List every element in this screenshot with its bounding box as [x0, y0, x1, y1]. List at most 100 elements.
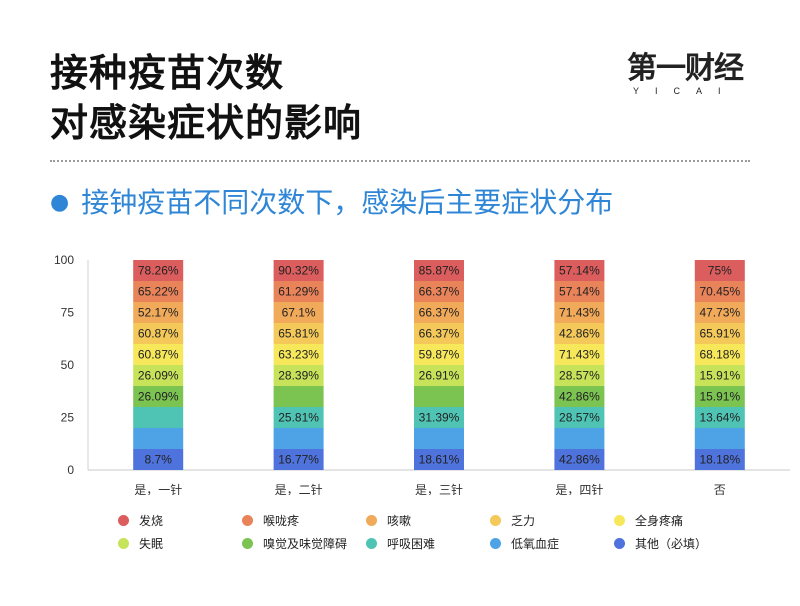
data-label: 59.87% — [419, 348, 460, 362]
bar-segment — [273, 323, 324, 344]
bar-segment — [694, 260, 745, 281]
legend-label: 失眠 — [139, 536, 164, 551]
data-label: 26.91% — [419, 369, 460, 383]
bar-segment — [694, 386, 745, 407]
legend-item: 咳嗽 — [366, 512, 490, 528]
bar-segment — [554, 260, 605, 281]
bar-segment — [414, 323, 464, 344]
title-line-2: 对感染症状的影响 — [50, 101, 363, 145]
bar-segment — [273, 344, 324, 365]
legend-label: 呼吸困难 — [387, 536, 436, 551]
bar-segment — [133, 428, 184, 449]
data-label: 42.86% — [559, 453, 600, 467]
data-label: 66.37% — [419, 306, 460, 320]
data-label: 16.77% — [278, 453, 319, 467]
bar-segment — [273, 449, 324, 470]
data-label: 47.73% — [699, 306, 740, 320]
data-label: 15.91% — [699, 369, 740, 383]
bullet-icon: ● — [50, 190, 70, 215]
bar-segment — [133, 407, 184, 428]
bar-segment — [554, 449, 605, 470]
bar-segment — [694, 365, 745, 386]
y-tick-label: 75 — [61, 306, 75, 320]
bar-segment — [554, 407, 605, 428]
bar-segment — [694, 344, 745, 365]
legend-item: 呼吸困难 — [366, 535, 490, 551]
title-line-1: 接种疫苗次数 — [50, 51, 285, 95]
legend-label: 喉咙疼 — [263, 513, 300, 528]
data-label: 52.17% — [138, 306, 179, 320]
data-label: 18.18% — [699, 453, 740, 467]
y-tick-label: 50 — [61, 358, 75, 372]
bar-segment — [554, 386, 605, 407]
legend-swatch — [366, 514, 377, 526]
legend-swatch — [614, 514, 625, 526]
data-label: 18.61% — [419, 453, 460, 467]
bar-segment — [694, 323, 745, 344]
data-label: 70.45% — [699, 285, 740, 299]
bar-segment — [694, 428, 745, 449]
legend-item: 其他（必填） — [614, 535, 738, 551]
data-label: 66.37% — [419, 327, 460, 341]
bar-segment — [554, 302, 605, 323]
data-label: 26.09% — [138, 390, 179, 404]
legend-label: 乏力 — [511, 513, 536, 528]
bar-segment — [273, 386, 324, 407]
bar-segment — [694, 407, 745, 428]
data-label: 26.09% — [138, 369, 179, 383]
data-label: 61.29% — [278, 285, 319, 299]
data-label: 57.14% — [559, 285, 600, 299]
data-label: 67.1% — [282, 306, 316, 320]
data-label: 15.91% — [699, 390, 740, 404]
bar-segment — [133, 386, 184, 407]
bar-segment — [133, 281, 184, 302]
bar-segment — [694, 302, 745, 323]
legend-item: 嗅觉及味觉障碍 — [242, 535, 366, 551]
bar-segment — [694, 449, 745, 470]
data-label: 68.18% — [699, 348, 740, 362]
data-label: 71.43% — [559, 348, 600, 362]
legend-swatch — [490, 537, 501, 549]
dotted-divider — [50, 160, 750, 162]
legend-item: 喉咙疼 — [242, 512, 366, 528]
legend-item: 全身疼痛 — [614, 512, 738, 528]
x-tick-label: 是，四针 — [555, 482, 603, 495]
page-title: 接种疫苗次数 对感染症状的影响 — [50, 48, 362, 148]
legend-label: 嗅觉及味觉障碍 — [263, 536, 348, 551]
bar-segment — [273, 365, 324, 386]
bar-segment — [133, 449, 184, 470]
legend-item: 乏力 — [490, 512, 614, 528]
x-tick-label: 是，二针 — [275, 482, 323, 495]
data-label: 25.81% — [278, 411, 319, 425]
bar-segment — [273, 302, 324, 323]
bar-segment — [554, 344, 605, 365]
x-tick-label: 是，一针 — [134, 482, 182, 495]
bar-segment — [414, 407, 464, 428]
data-label: 42.86% — [559, 327, 600, 341]
data-label: 65.81% — [278, 327, 319, 341]
data-label: 63.23% — [278, 348, 319, 362]
data-label: 60.87% — [138, 327, 179, 341]
subtitle-text: 接钟疫苗不同次数下，感染后主要症状分布 — [81, 186, 614, 219]
bar-segment — [273, 260, 324, 281]
y-tick-label: 25 — [61, 411, 75, 425]
bar-segment — [414, 344, 464, 365]
data-label: 42.86% — [559, 390, 600, 404]
legend-swatch — [118, 537, 129, 549]
bar-segment — [414, 365, 464, 386]
bar-segment — [414, 281, 464, 302]
data-label: 75% — [708, 264, 732, 278]
legend-label: 咳嗽 — [387, 513, 412, 528]
legend-swatch — [242, 537, 253, 549]
data-label: 78.26% — [138, 264, 179, 278]
bar-segment — [694, 281, 745, 302]
bar-segment — [414, 449, 464, 470]
bar-segment — [133, 365, 184, 386]
x-tick-label: 是，三针 — [415, 482, 463, 495]
data-label: 71.43% — [559, 306, 600, 320]
stacked-bar-chart: 0 25 50 75 100 8.7% 26.09% 26.09% 60.87% 60.87% 52… — [54, 253, 790, 495]
bar-segment — [554, 428, 605, 449]
data-label: 85.87% — [419, 264, 460, 278]
chart-legend: 发烧 喉咙疼 咳嗽 乏力 全身疼痛 失眠 嗅觉及味觉障碍 呼吸困难 低氧血症 其他（必填） — [118, 512, 768, 551]
data-label: 28.39% — [278, 369, 319, 383]
